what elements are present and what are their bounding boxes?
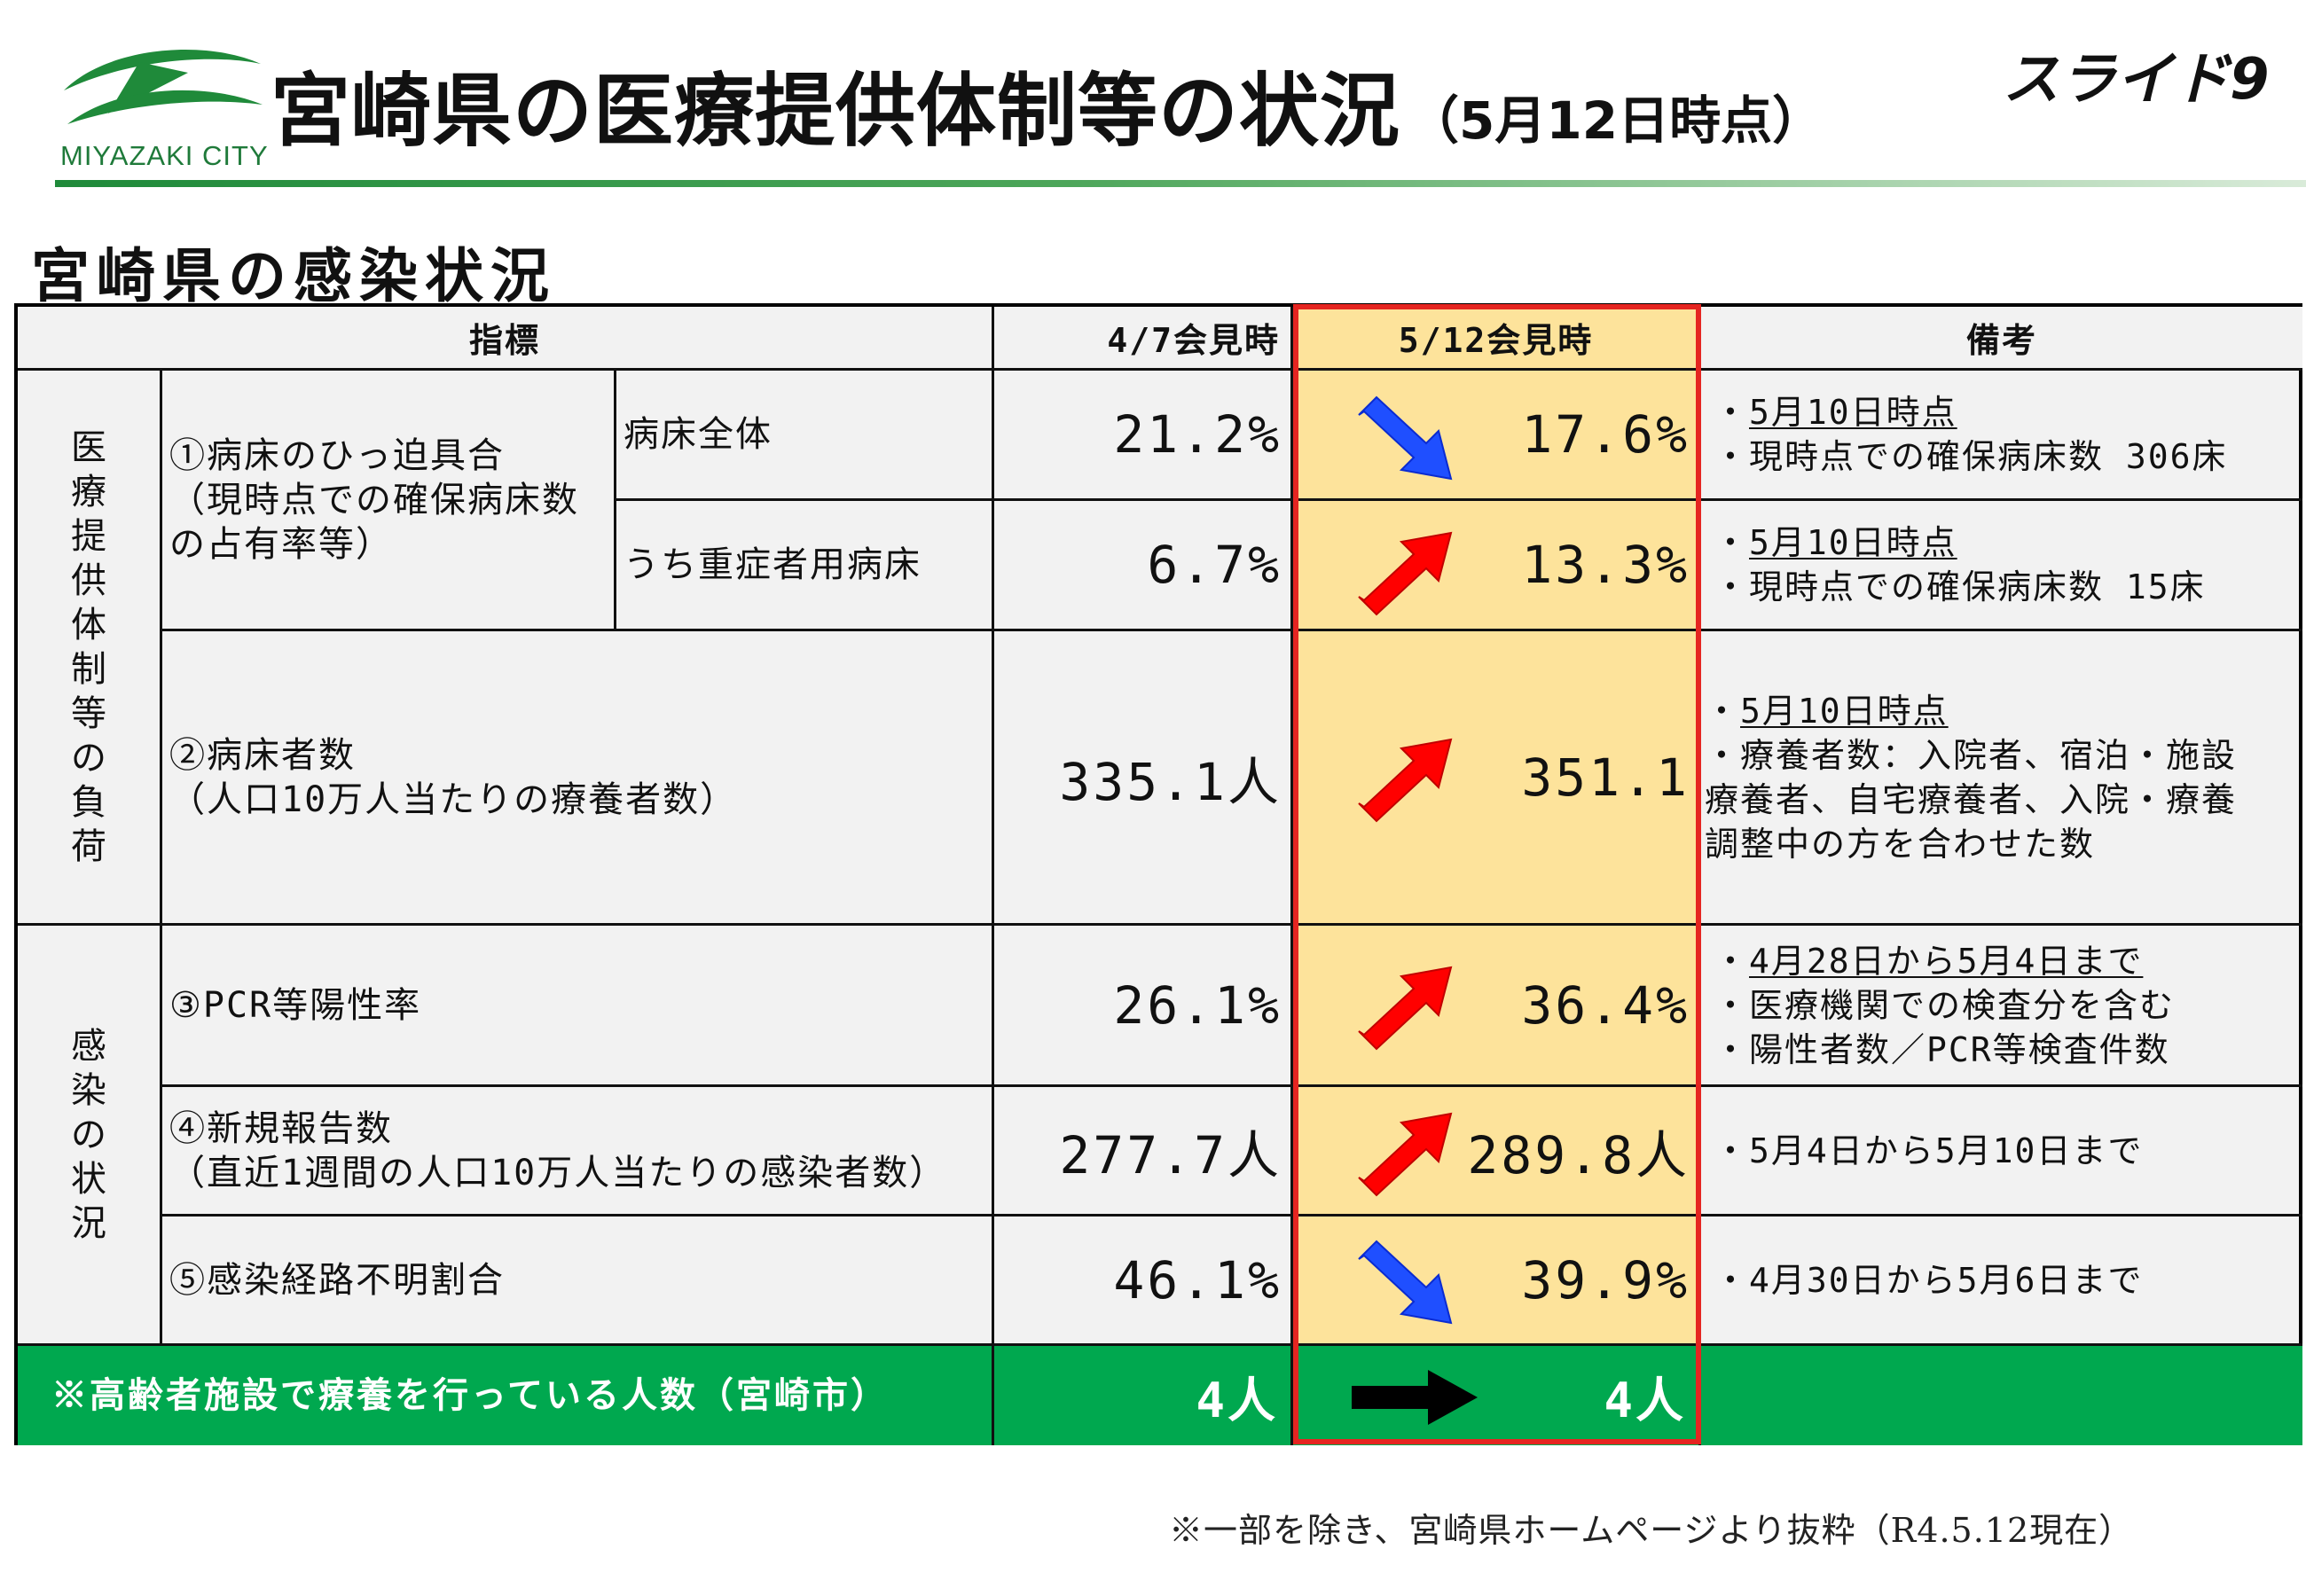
section-title: 宮崎県の感染状況 — [31, 242, 556, 310]
trend-arrow-patients — [1358, 738, 1453, 823]
trend-arrow-severe-beds — [1358, 531, 1453, 616]
remark-line: ・5月10日時点 — [1714, 523, 1957, 562]
group-medical-char: 提 — [71, 515, 106, 557]
group-medical-char: 医 — [71, 426, 106, 468]
sub-label-all-beds: 病床全体 — [616, 371, 994, 501]
remark-line: 調整中の方を合わせた数 — [1705, 824, 2096, 864]
remarks-patients: ・5月10日時点 ・療養者数：入院者、宿泊・施設 療養者、自宅療養者、入院・療養 調整… — [1701, 631, 2302, 926]
logo-text: MIYAZAKI CITY — [60, 140, 269, 171]
value-apr7-unknown-route: 46.1% — [994, 1217, 1293, 1346]
value-apr7-new-cases: 277.7人 — [994, 1087, 1293, 1217]
value-apr7-severe-beds: 6.7% — [994, 501, 1293, 631]
remarks-pcr: ・4月28日から5月4日まで ・医療機関での検査分を含む ・陽性者数／PCR等検査件… — [1701, 926, 2302, 1087]
label-line: （人口10万人当たりの療養者数） — [169, 778, 738, 820]
value-may12-unknown-route: 39.9% — [1293, 1217, 1701, 1346]
label-line: の占有率等） — [169, 523, 393, 565]
group-medical-char: 制 — [71, 648, 106, 690]
row-elderly-facility-label: ※高齢者施設で療養を行っている人数（宮崎市） — [18, 1346, 994, 1445]
trend-arrow-facility — [1352, 1370, 1478, 1425]
group-medical-char: 供 — [71, 559, 106, 601]
remark-line: ・4月30日から5月6日まで — [1714, 1260, 2144, 1300]
row-unknown-route-label: ⑤感染経路不明割合 — [162, 1217, 994, 1346]
remark-line: ・療養者数：入院者、宿泊・施設 — [1705, 735, 2238, 775]
group-infection-char: の — [71, 1114, 106, 1155]
remark-line: ・5月10日時点 — [1714, 393, 1957, 432]
label-line: （直近1週間の人口10万人当たりの感染者数） — [169, 1152, 947, 1193]
logo-swoosh-icon — [64, 50, 263, 124]
group-infection-char: 感 — [71, 1025, 106, 1067]
value-apr7-patients: 335.1人 — [994, 631, 1293, 926]
group-medical-char: の — [71, 737, 106, 778]
value-may12-pcr: 36.4% — [1293, 926, 1701, 1087]
group-infection-char: 況 — [71, 1202, 106, 1244]
header-apr7: 4/7会見時 — [994, 307, 1293, 371]
slide-number: スライド9 — [2003, 47, 2270, 113]
group-medical-char: 荷 — [71, 825, 106, 867]
label-line: ①病床のひっ迫具合 — [169, 434, 505, 476]
group-infection-char: 染 — [71, 1069, 106, 1111]
remark-line: ・5月4日から5月10日まで — [1714, 1130, 2144, 1170]
value-may12-all-beds: 17.6% — [1293, 371, 1701, 501]
page-title: 宮崎県の医療提供体制等の状況 （5月12日時点） — [271, 46, 1824, 161]
header-indicator: 指標 — [18, 307, 994, 371]
label-line: ②病床者数 — [169, 734, 356, 776]
remark-line: ・陽性者数／PCR等検査件数 — [1714, 1029, 2170, 1069]
remark-line: ・現時点での確保病床数 306床 — [1714, 437, 2228, 476]
row-patients-label: ②病床者数 （人口10万人当たりの療養者数） — [162, 631, 994, 926]
source-footnote: ※一部を除き、宮崎県ホームページより抜粋（R4.5.12現在） — [1169, 1511, 2134, 1550]
sub-label-severe-beds: うち重症者用病床 — [616, 501, 994, 631]
group-medical-char: 等 — [71, 692, 106, 734]
remark-line: ・4月28日から5月4日まで — [1714, 941, 2144, 981]
header-may12: 5/12会見時 — [1293, 307, 1701, 371]
remark-line: 療養者、自宅療養者、入院・療養 — [1705, 779, 2238, 819]
group-medical-char: 体 — [71, 604, 106, 645]
remark-line: ・5月10日時点 — [1705, 691, 1949, 731]
row-new-cases-label: ④新規報告数 （直近1週間の人口10万人当たりの感染者数） — [162, 1087, 994, 1217]
value-may12-patients: 351.1 — [1293, 631, 1701, 926]
group-label-infection-status: 感染の状況 — [18, 926, 162, 1346]
remark-line: ・医療機関での検査分を含む — [1714, 985, 2176, 1025]
group-infection-char: 状 — [71, 1158, 106, 1200]
remarks-unknown-route: ・4月30日から5月6日まで — [1701, 1217, 2302, 1346]
title-main: 宮崎県の医療提供体制等の状況 — [271, 65, 1400, 158]
trend-arrow-unknown-route — [1358, 1240, 1453, 1325]
remark-line: ・現時点での確保病床数 15床 — [1714, 567, 2206, 606]
value-may12-new-cases: 289.8人 — [1293, 1087, 1701, 1217]
remarks-all-beds: ・5月10日時点・現時点での確保病床数 306床 — [1701, 371, 2302, 501]
value-may12-severe-beds: 13.3% — [1293, 501, 1701, 631]
header-divider — [55, 180, 2306, 187]
row-pcr-positive-label: ③PCR等陽性率 — [162, 926, 994, 1087]
value-apr7-all-beds: 21.2% — [994, 371, 1293, 501]
value-apr7-pcr: 26.1% — [994, 926, 1293, 1087]
remarks-facility — [1701, 1346, 2302, 1445]
label-line: （現時点での確保病床数 — [169, 479, 579, 520]
trend-arrow-new-cases — [1358, 1112, 1453, 1197]
label-line: ④新規報告数 — [169, 1107, 393, 1149]
group-medical-char: 負 — [71, 781, 106, 823]
remarks-severe-beds: ・5月10日時点・現時点での確保病床数 15床 — [1701, 501, 2302, 631]
elderly-facility-label-text: ※高齢者施設で療養を行っている人数（宮崎市） — [51, 1375, 889, 1416]
miyazaki-city-logo: MIYAZAKI CITY — [55, 35, 268, 173]
value-apr7-facility: 4人 — [994, 1346, 1293, 1445]
group-medical-char: 療 — [71, 471, 106, 512]
group-label-medical-load: 医療提供体制等の負荷 — [18, 371, 162, 926]
row-bed-occupancy-label: ①病床のひっ迫具合 （現時点での確保病床数 の占有率等） — [162, 371, 616, 631]
trend-arrow-all-beds — [1358, 395, 1453, 481]
infection-status-table: 指標 4/7会見時 5/12会見時 備考 医療提供体制等の負荷 ①病床のひっ迫具… — [14, 303, 2302, 1445]
remarks-new-cases: ・5月4日から5月10日まで — [1701, 1087, 2302, 1217]
title-date: （5月12日時点） — [1408, 90, 1824, 151]
trend-arrow-pcr — [1358, 966, 1453, 1051]
header-remarks: 備考 — [1701, 307, 2302, 371]
